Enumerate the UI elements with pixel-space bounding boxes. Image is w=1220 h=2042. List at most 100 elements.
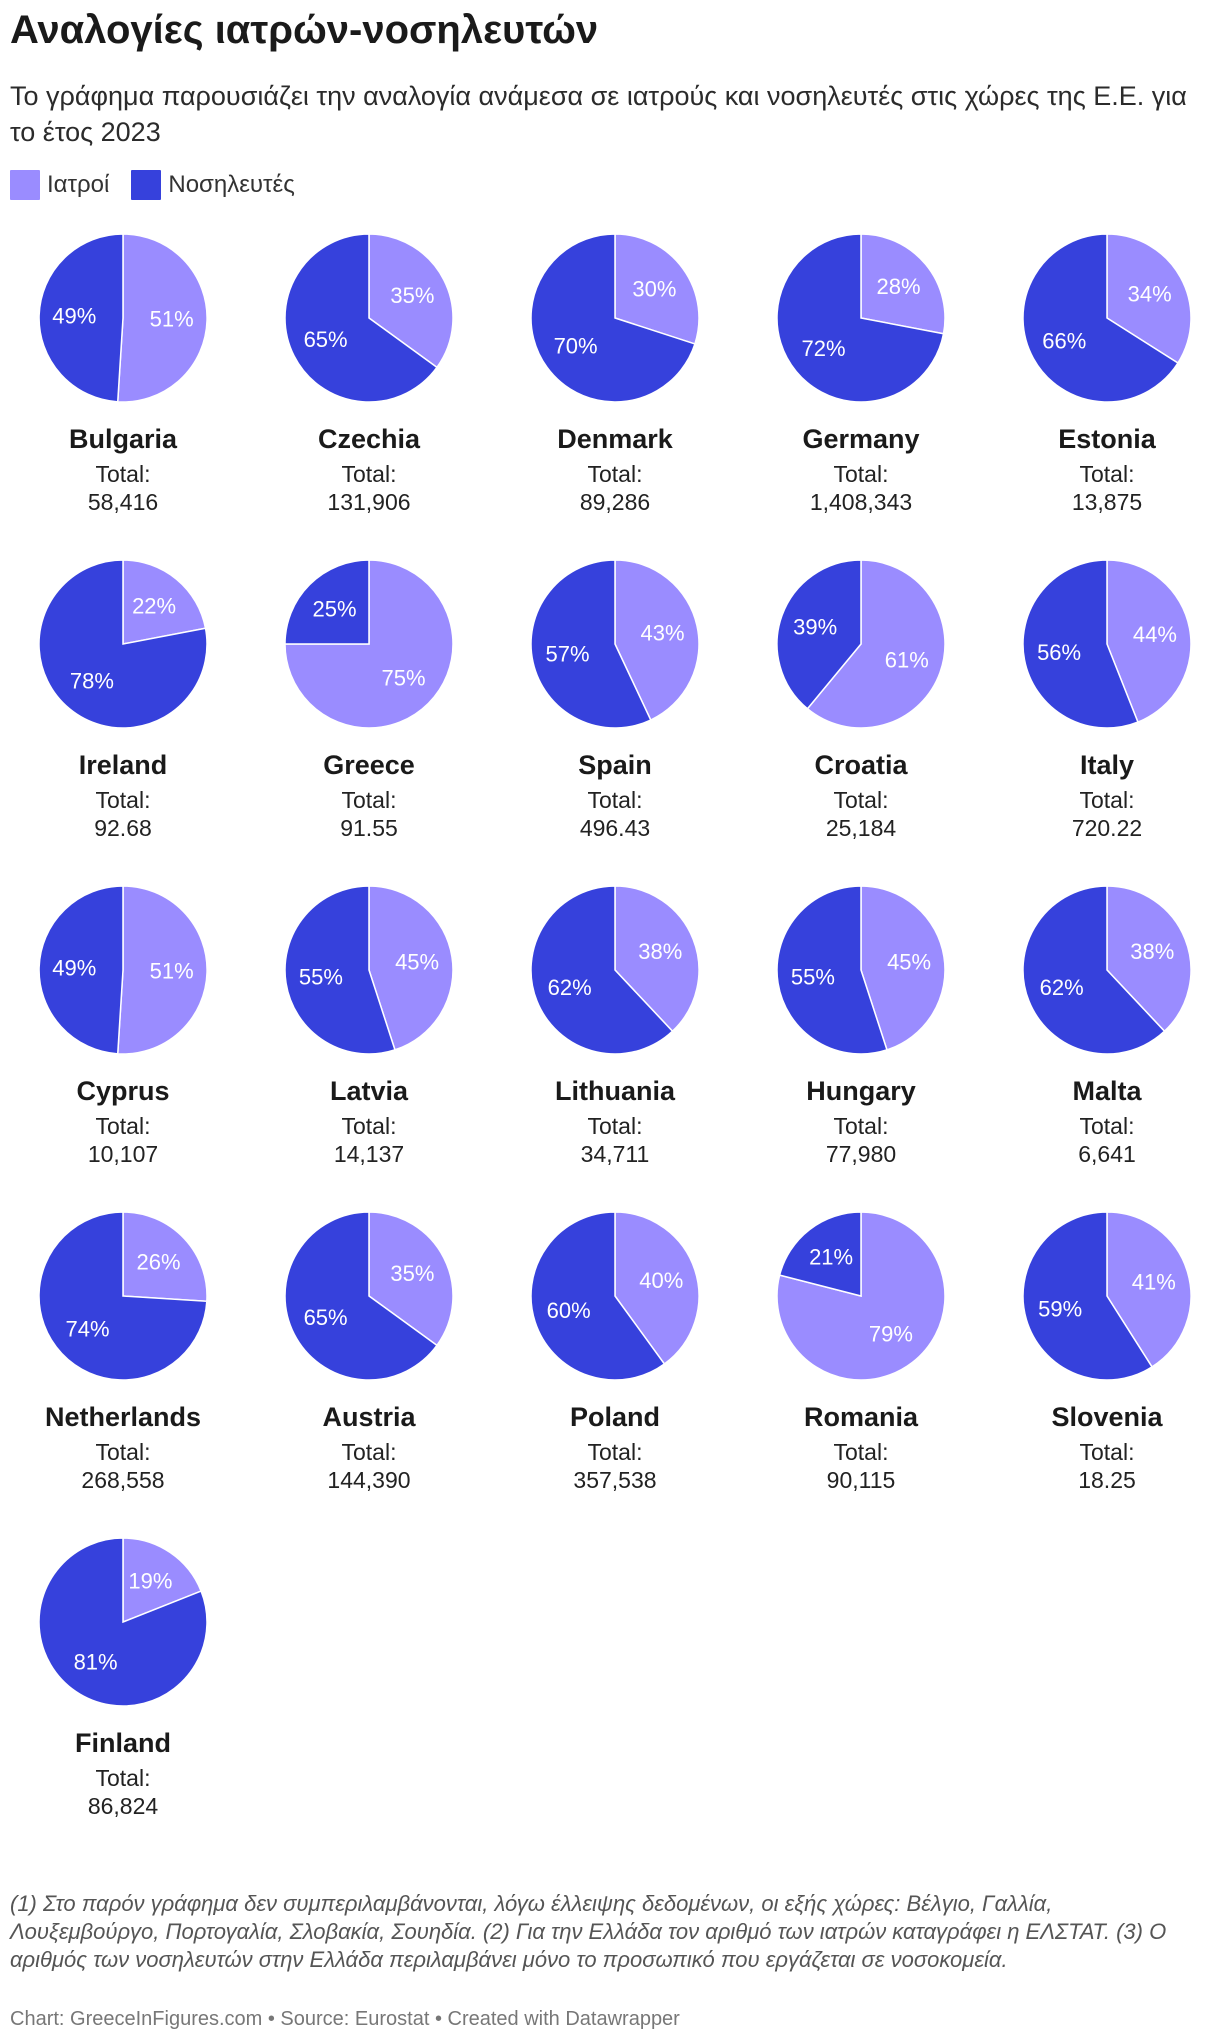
pie-chart-estonia: 34% 66%: [1022, 233, 1192, 403]
pie-grid: 51% 49% Bulgaria Total: 58,416 35% 65% Czechia T…: [0, 232, 1220, 1872]
label-doctors: 61%: [885, 648, 929, 673]
country-name: Croatia: [814, 750, 908, 780]
label-nurses: 57%: [545, 642, 589, 667]
slice-doctors: [122, 559, 207, 645]
label-doctors: 26%: [136, 1250, 180, 1275]
total-label: Total:: [95, 787, 151, 813]
legend-swatch-nurses: [131, 170, 162, 200]
slice-nurses: [530, 885, 674, 1055]
legend-swatch-doctors: [10, 170, 40, 200]
total-label: Total:: [95, 461, 151, 487]
label-nurses: 78%: [70, 669, 114, 694]
chart-notes: (1) Στο παρόν γράφημα δεν συμπεριλαμβάνο…: [10, 1891, 1167, 1972]
pie-cell-czechia: 35% 65% Czechia Total: 131,906: [246, 232, 492, 516]
pie-cell-poland: 40% 60% Poland Total: 357,538: [492, 1210, 738, 1494]
total-label: Total:: [833, 787, 889, 813]
total-value: 6,641: [1078, 1141, 1136, 1167]
total-value: 131,906: [327, 489, 411, 515]
country-name: Hungary: [806, 1076, 916, 1106]
label-doctors: 79%: [869, 1322, 913, 1347]
pie-chart-lithuania: 38% 62%: [530, 885, 700, 1055]
pie-cell-malta: 38% 62% Malta Total: 6,641: [984, 884, 1220, 1168]
label-doctors: 43%: [640, 620, 684, 645]
pie-chart-bulgaria: 51% 49%: [38, 233, 208, 403]
slice-doctors: [776, 1211, 946, 1381]
total-value: 720.22: [1071, 815, 1143, 841]
label-doctors: 34%: [1128, 282, 1172, 307]
country-name: Romania: [803, 1402, 919, 1432]
total-value: 496.43: [579, 815, 651, 841]
slice-doctors: [368, 885, 454, 1051]
total-label: Total:: [95, 1765, 151, 1791]
total-label: Total:: [833, 1113, 889, 1139]
country-name: Czechia: [317, 424, 421, 454]
label-doctors: 38%: [638, 939, 682, 964]
slice-doctors: [368, 1211, 454, 1347]
total-value: 1,408,343: [809, 489, 913, 515]
pie-chart-ireland: 22% 78%: [38, 559, 208, 729]
country-name: Italy: [1079, 750, 1135, 780]
total-value: 357,538: [573, 1467, 657, 1493]
label-doctors: 35%: [390, 283, 434, 308]
slice-doctors: [614, 1211, 700, 1366]
total-label: Total:: [95, 1439, 151, 1465]
slice-nurses: [284, 233, 439, 403]
total-label: Total:: [341, 461, 397, 487]
pie-chart-romania: 79% 21%: [776, 1211, 946, 1381]
country-name: Germany: [802, 424, 920, 454]
total-label: Total:: [1079, 1113, 1135, 1139]
pie-cell-spain: 43% 57% Spain Total: 496.43: [492, 558, 738, 842]
total-value: 268,558: [81, 1467, 165, 1493]
country-name: Slovenia: [1051, 1402, 1163, 1432]
slice-doctors: [860, 233, 946, 335]
legend: Ιατροί Νοσηλευτές: [10, 170, 317, 200]
slice-nurses: [1022, 559, 1139, 729]
label-nurses: 72%: [801, 336, 845, 361]
total-value: 77,980: [825, 1141, 897, 1167]
pie-chart-spain: 43% 57%: [530, 559, 700, 729]
slice-nurses: [778, 1211, 862, 1297]
slice-nurses: [530, 1211, 666, 1381]
slice-doctors: [614, 233, 700, 345]
slice-nurses: [530, 233, 696, 403]
country-name: Bulgaria: [68, 424, 178, 454]
pie-cell-italy: 44% 56% Italy Total: 720.22: [984, 558, 1220, 842]
total-label: Total:: [341, 1439, 397, 1465]
country-name: Poland: [569, 1402, 660, 1432]
pie-chart-hungary: 45% 55%: [776, 885, 946, 1055]
total-value: 86,824: [87, 1793, 159, 1819]
pie-cell-latvia: 45% 55% Latvia Total: 14,137: [246, 884, 492, 1168]
label-nurses: 65%: [304, 1305, 348, 1330]
country-name: Spain: [578, 750, 652, 780]
slice-doctors: [116, 885, 208, 1055]
pie-chart-poland: 40% 60%: [530, 1211, 700, 1381]
pie-chart-malta: 38% 62%: [1022, 885, 1192, 1055]
label-nurses: 39%: [793, 615, 837, 640]
slice-nurses: [38, 1211, 208, 1381]
slice-nurses: [38, 559, 208, 729]
pie-chart-greece: 75% 25%: [284, 559, 454, 729]
pie-cell-estonia: 34% 66% Estonia Total: 13,875: [984, 232, 1220, 516]
country-name: Greece: [323, 750, 415, 780]
country-name: Finland: [75, 1728, 171, 1758]
slice-nurses: [1022, 1211, 1154, 1381]
label-nurses: 62%: [548, 975, 592, 1000]
slice-nurses: [530, 559, 652, 729]
pie-cell-greece: 75% 25% Greece Total: 91.55: [246, 558, 492, 842]
pie-cell-ireland: 22% 78% Ireland Total: 92.68: [0, 558, 246, 842]
label-doctors: 51%: [150, 307, 194, 332]
slice-doctors: [368, 233, 454, 369]
total-label: Total:: [833, 461, 889, 487]
slice-doctors: [806, 559, 946, 729]
pie-chart-slovenia: 41% 59%: [1022, 1211, 1192, 1381]
label-nurses: 56%: [1037, 640, 1081, 665]
country-name: Latvia: [329, 1076, 409, 1106]
total-label: Total:: [95, 1113, 151, 1139]
label-doctors: 28%: [876, 274, 920, 299]
pie-chart-finland: 19% 81%: [38, 1537, 208, 1707]
total-label: Total:: [587, 461, 643, 487]
pie-cell-finland: 19% 81% Finland Total: 86,824: [0, 1536, 246, 1820]
country-name: Denmark: [557, 424, 673, 454]
label-doctors: 44%: [1133, 622, 1177, 647]
legend-label-nurses: Νοσηλευτές: [168, 171, 295, 198]
